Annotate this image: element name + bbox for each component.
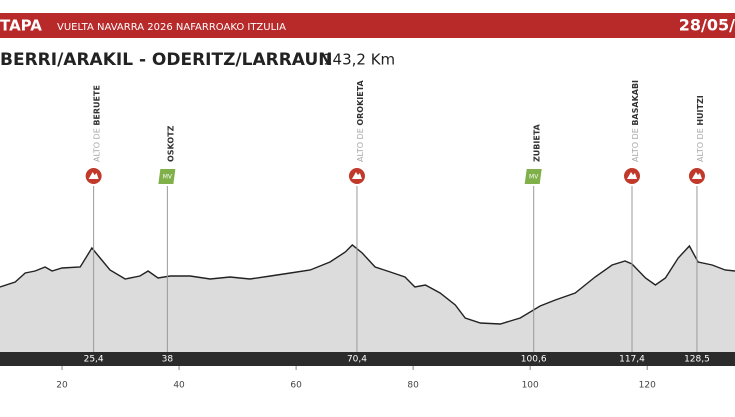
marker-km: 100,6 (521, 355, 547, 365)
header-banner (0, 13, 735, 38)
climb-mountain (627, 172, 638, 179)
marker-name: OSKOTZ (166, 125, 175, 162)
marker-label: ALTO DE BASAKABI (631, 80, 640, 162)
x-tick-label: 40 (173, 381, 185, 391)
marker-km: 117,4 (619, 355, 645, 365)
race-name: VUELTA NAVARRA 2026 NAFARROAKO ITZULIA (57, 22, 286, 33)
marker-name: BERUETE (92, 85, 101, 126)
km-bar (0, 352, 735, 366)
stage-label: TAPA (0, 17, 42, 35)
profile-line (0, 244, 735, 325)
x-tick-label: 120 (639, 381, 656, 391)
climb-mountain (691, 172, 702, 179)
marker-km: 128,5 (684, 355, 710, 365)
route: BERRI/ARAKIL - ODERITZ/LARRAUN (0, 50, 332, 70)
profile-area (0, 245, 735, 352)
sprint-flag (524, 169, 542, 184)
marker-label: ALTO DE HUITZI (695, 95, 704, 162)
climb-mountain (351, 172, 362, 179)
marker-label: ZUBIETA (532, 123, 541, 162)
marker-label: ALTO DE BERUETE (92, 85, 101, 162)
marker-label: ALTO DE OROKIETA (355, 79, 364, 162)
marker-prefix: ALTO DE (631, 128, 640, 162)
sprint-badge: MV (163, 174, 173, 181)
marker-km: 25,4 (84, 355, 104, 365)
marker-prefix: ALTO DE (355, 128, 364, 162)
plot: 20 40 60 80 100 120 25,4 ALTO DE BERUETE 38 MV OSK… (0, 79, 735, 391)
marker-km: 38 (162, 355, 174, 365)
marker-name: ZUBIETA (532, 123, 541, 162)
climb-mountain (88, 172, 99, 179)
marker-km: 70,4 (347, 355, 367, 365)
stage-date: 28/05/ (679, 16, 735, 35)
marker-name: OROKIETA (355, 79, 364, 125)
x-tick-label: 100 (522, 381, 539, 391)
marker-prefix: ALTO DE (92, 128, 101, 162)
sprint-flag (158, 169, 176, 184)
marker-prefix: ALTO DE (695, 128, 704, 162)
marker-name: HUITZI (695, 95, 704, 125)
x-tick-label: 60 (290, 381, 302, 391)
sprint-badge: MV (529, 174, 539, 181)
x-tick-label: 20 (56, 381, 68, 391)
x-tick-label: 80 (407, 381, 419, 391)
marker-name: BASAKABI (631, 80, 640, 126)
distance: 143,2 Km (323, 51, 395, 69)
marker-label: OSKOTZ (166, 125, 175, 162)
